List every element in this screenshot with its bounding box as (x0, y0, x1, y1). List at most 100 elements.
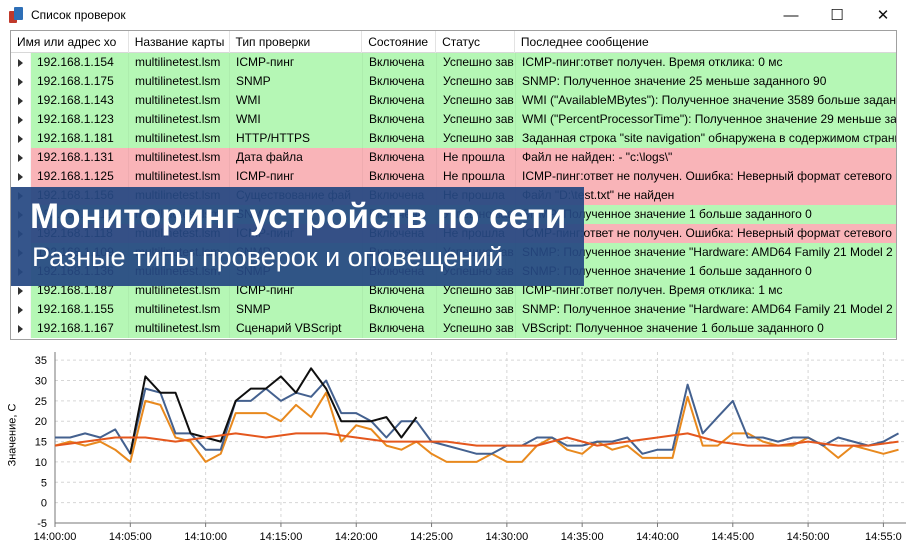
cell-map: multilinetest.lsm (129, 91, 230, 110)
cell-map: multilinetest.lsm (129, 110, 230, 129)
table-row[interactable]: 192.168.1.125 multilinetest.lsm ICMP-пинг В… (11, 167, 896, 186)
cell-host: 192.168.1.125 (31, 167, 129, 186)
cell-host: 192.168.1.181 (31, 129, 129, 148)
window-controls: — ☐ ✕ (768, 0, 906, 30)
chart-x-tick-label: 14:20:00 (335, 531, 378, 543)
chart-x-tick-label: 14:35:00 (561, 531, 604, 543)
minimize-button[interactable]: — (783, 6, 799, 24)
row-expand-arrow-icon[interactable] (11, 53, 31, 72)
cell-host: 192.168.1.131 (31, 148, 129, 167)
maximize-button[interactable]: ☐ (830, 7, 844, 24)
column-header-message[interactable]: Последнее сообщение (520, 35, 649, 49)
cell-map: multilinetest.lsm (129, 281, 230, 300)
chart-y-tick-label: 35 (35, 355, 47, 367)
chart-x-tick-label: 14:40:00 (636, 531, 679, 543)
cell-status: Успешно зав (437, 110, 516, 129)
column-header-host[interactable]: Имя или адрес хо (11, 31, 129, 53)
value-chart: Значение, С -5 0 5 10 15 20 25 30 35 14:00:00 14:0… (0, 345, 906, 550)
cell-host: 192.168.1.123 (31, 110, 129, 129)
column-header-map[interactable]: Название карты (129, 31, 230, 53)
cell-message: WMI ("PercentProcessorTime"): Полученное… (516, 110, 896, 129)
cell-message: ICMP-пинг:ответ получен. Время отклика: … (516, 281, 896, 300)
chart-x-tick-label: 14:55:0 (865, 531, 902, 543)
cell-message: VBScript: Полученное значение 1 больше з… (516, 319, 896, 338)
chart-svg: -5 0 5 10 15 20 25 30 35 14:00:00 14:05:00 14:10:00… (34, 352, 906, 543)
chart-series-line-3 (129, 367, 418, 454)
cell-state: Включена (363, 129, 437, 148)
banner-headline: Мониторинг устройств по сети (30, 197, 567, 236)
chart-x-tick-label: 14:15:00 (260, 531, 303, 543)
table-row[interactable]: 192.168.1.181 multilinetest.lsm HTTP/HTTPS… (11, 129, 896, 148)
cell-host: 192.168.1.187 (31, 281, 129, 300)
chart-series-line-2 (55, 379, 899, 455)
cell-status: Успешно зав (437, 281, 516, 300)
table-row[interactable]: 192.168.1.154 multilinetest.lsm ICMP-пинг В… (11, 53, 896, 72)
row-expand-arrow-icon[interactable] (11, 129, 31, 148)
cell-host: 192.168.1.154 (31, 53, 129, 72)
chart-series-line-4 (54, 432, 899, 447)
window-title: Список проверок (31, 8, 126, 22)
chart-y-axis-label: Значение, С (6, 403, 18, 467)
cell-status: Успешно зав (437, 319, 516, 338)
row-expand-arrow-icon[interactable] (11, 110, 31, 129)
cell-state: Включена (363, 300, 437, 319)
chart-x-tick-label: 14:10:00 (184, 531, 227, 543)
cell-state: Включена (363, 319, 437, 338)
table-row[interactable]: 192.168.1.155 multilinetest.lsm SNMP Включе… (11, 300, 896, 319)
chart-series-line-1 (54, 391, 899, 463)
cell-status: Не прошла (437, 148, 516, 167)
chart-x-tick-label: 14:00:00 (34, 531, 77, 543)
checks-table[interactable]: Имя или адрес хо Название карты Тип пров… (10, 30, 897, 340)
column-header-state[interactable]: Состояние (362, 31, 437, 53)
chart-x-tick-label: 14:45:00 (711, 531, 754, 543)
app-icon (9, 7, 23, 23)
chart-y-tick-label: 30 (35, 376, 47, 388)
cell-message: SNMP: Полученное значение 25 меньше зада… (516, 72, 896, 91)
cell-state: Включена (363, 281, 437, 300)
table-row[interactable]: 192.168.1.175 multilinetest.lsm SNMP Включе… (11, 72, 896, 91)
cell-map: multilinetest.lsm (129, 300, 230, 319)
cell-map: multilinetest.lsm (129, 167, 230, 186)
banner-subline: Разные типы проверок и оповещений (32, 242, 504, 272)
row-expand-arrow-icon[interactable] (11, 167, 31, 186)
cell-message: SNMP: Полученное значение "Hardware: AMD… (516, 243, 896, 262)
chart-y-tick-label: 0 (41, 498, 47, 510)
cell-message: Заданная строка "site navigation" обнару… (516, 129, 896, 148)
table-row[interactable]: 192.168.1.131 multilinetest.lsm Дата файла… (11, 148, 896, 167)
chart-y-tick-label: 5 (41, 477, 47, 489)
row-expand-arrow-icon[interactable] (11, 72, 31, 91)
cell-status: Успешно зав (437, 91, 516, 110)
row-expand-arrow-icon[interactable] (11, 148, 31, 167)
cell-map: multilinetest.lsm (129, 72, 230, 91)
chart-y-tick-label: 10 (35, 457, 47, 469)
column-header-status[interactable]: Статус (436, 31, 515, 53)
cell-message: SNMP: Полученное значение 1 больше задан… (516, 262, 896, 281)
promo-banner: Мониторинг устройств по сети Разные типы… (11, 187, 584, 286)
table-row[interactable]: 192.168.1.143 multilinetest.lsm WMI Включен… (11, 91, 896, 110)
cell-map: multilinetest.lsm (129, 319, 230, 338)
row-expand-arrow-icon[interactable] (11, 319, 31, 338)
cell-type: ICMP-пинг (230, 53, 363, 72)
title-bar: Список проверок — ☐ ✕ (0, 0, 906, 30)
row-expand-arrow-icon[interactable] (11, 300, 31, 319)
table-row[interactable]: 192.168.1.167 multilinetest.lsm Сценарий V… (11, 319, 896, 338)
cell-map: multilinetest.lsm (129, 129, 230, 148)
cell-map: multilinetest.lsm (129, 148, 230, 167)
column-header-type[interactable]: Тип проверки (230, 31, 363, 53)
cell-type: SNMP (230, 72, 363, 91)
cell-state: Включена (363, 91, 437, 110)
cell-type: ICMP-пинг (230, 281, 363, 300)
table-row[interactable]: 192.168.1.123 multilinetest.lsm WMI Включен… (11, 110, 896, 129)
chart-x-tick-label: 14:50:00 (787, 531, 830, 543)
cell-host: 192.168.1.143 (31, 91, 129, 110)
cell-message: SNMP: Полученное значение 1 больше задан… (516, 205, 896, 224)
row-expand-arrow-icon[interactable] (11, 91, 31, 110)
cell-type: Сценарий VBScript (230, 319, 363, 338)
cell-state: Включена (363, 72, 437, 91)
cell-type: WMI (230, 110, 363, 129)
cell-host: 192.168.1.175 (31, 72, 129, 91)
close-button[interactable]: ✕ (876, 7, 890, 24)
cell-type: WMI (230, 91, 363, 110)
cell-map: multilinetest.lsm (129, 53, 230, 72)
cell-status: Успешно зав (437, 72, 516, 91)
